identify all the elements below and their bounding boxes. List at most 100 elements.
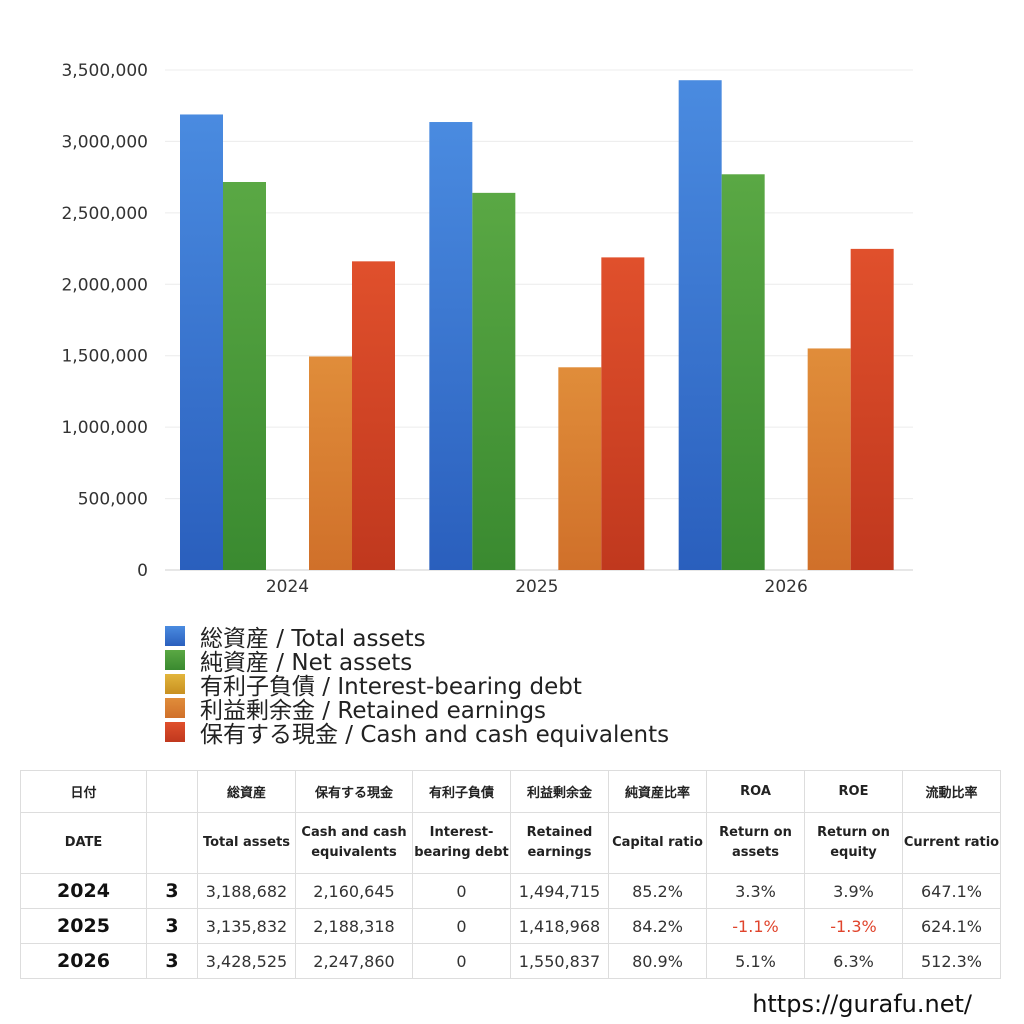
- header-cell-ja: 有利子負債: [412, 770, 511, 813]
- header-cell-en: Total assets: [197, 812, 296, 874]
- cell-debt: 0: [412, 873, 511, 909]
- header-cell-ja: 総資産: [197, 770, 296, 813]
- y-tick-label: 1,500,000: [61, 347, 148, 367]
- cell-current-ratio: 647.1%: [902, 873, 1001, 909]
- header-cell-en: Capital ratio: [608, 812, 707, 874]
- legend-item: 純資産 / Net assets: [165, 648, 669, 676]
- bar-2024-series-0: [180, 114, 223, 570]
- grid-lines: [165, 69, 913, 571]
- cell-retained: 1,494,715: [510, 873, 609, 909]
- cell-roe: 3.9%: [804, 873, 903, 909]
- legend-swatch: [165, 674, 185, 694]
- legend-item: 保有する現金 / Cash and cash equivalents: [165, 720, 669, 748]
- header-cell-en: Return on assets: [706, 812, 805, 874]
- cell-total-assets: 3,188,682: [197, 873, 296, 909]
- cell-total-assets: 3,135,832: [197, 908, 296, 944]
- bar-2026-series-1: [721, 174, 765, 571]
- cell-month: 3: [146, 908, 198, 944]
- cell-debt: 0: [412, 943, 511, 979]
- header-cell-en: Interest-bearing debt: [412, 812, 511, 874]
- header-cell-ja: ROA: [706, 770, 805, 813]
- legend: 総資産 / Total assets 純資産 / Net assets 有利子負債 …: [165, 624, 669, 748]
- financial-data-table: 日付 総資産 保有する現金 有利子負債 利益剰余金 純資産比率 ROA ROE 流動比率 DAT…: [20, 770, 1001, 979]
- cell-roa: -1.1%: [706, 908, 805, 944]
- bar-2024-series-4: [352, 261, 395, 570]
- bar-chart: 0 500,000 1,000,000 1,500,000 2,000,000 2,500…: [61, 61, 913, 597]
- cell-capital-ratio: 84.2%: [608, 908, 707, 944]
- legend-label: 利益剰余金 / Retained earnings: [200, 698, 547, 724]
- cell-roe: 6.3%: [804, 943, 903, 979]
- legend-label: 有利子負債 / Interest-bearing debt: [200, 674, 582, 700]
- legend-label: 総資産 / Total assets: [200, 626, 426, 652]
- cell-cash: 2,188,318: [295, 908, 413, 944]
- legend-label: 保有する現金 / Cash and cash equivalents: [200, 722, 670, 748]
- cell-month: 3: [146, 943, 198, 979]
- header-cell-en: Cash and cash equivalents: [295, 812, 413, 874]
- x-tick-label: 2026: [765, 577, 808, 597]
- table-row: 2026 3 3,428,525 2,247,860 0 1,550,837 80.9% 5.…: [20, 943, 1001, 979]
- cell-total-assets: 3,428,525: [197, 943, 296, 979]
- legend-swatch: [165, 650, 185, 670]
- y-tick-label: 2,500,000: [61, 204, 148, 224]
- x-tick-label: 2024: [266, 577, 309, 597]
- bar-2026-series-0: [678, 80, 722, 570]
- cell-current-ratio: 512.3%: [902, 943, 1001, 979]
- bar-2025-series-1: [472, 192, 516, 570]
- y-tick-label: 500,000: [78, 490, 148, 510]
- x-axis-ticks: 2024 2025 2026: [266, 577, 808, 597]
- header-cell-ja: 保有する現金: [295, 770, 413, 813]
- cell-retained: 1,550,837: [510, 943, 609, 979]
- bar-2026-series-4: [850, 248, 894, 570]
- y-tick-label: 1,000,000: [61, 418, 148, 438]
- legend-swatch: [165, 626, 185, 646]
- cell-cash: 2,247,860: [295, 943, 413, 979]
- table-row: 2025 3 3,135,832 2,188,318 0 1,418,968 84.2% -1…: [20, 908, 1001, 944]
- header-cell-ja: 日付: [20, 770, 147, 813]
- table-header-english: DATE Total assets Cash and cash equivalent…: [20, 812, 1001, 874]
- y-tick-label: 0: [137, 561, 148, 581]
- legend-label: 純資産 / Net assets: [200, 650, 413, 676]
- cell-year: 2026: [20, 943, 147, 979]
- cell-roa: 5.1%: [706, 943, 805, 979]
- y-axis-ticks: 0 500,000 1,000,000 1,500,000 2,000,000 2,500…: [61, 61, 148, 581]
- y-tick-label: 3,000,000: [61, 132, 148, 152]
- bar-2025-series-4: [601, 257, 645, 570]
- cell-retained: 1,418,968: [510, 908, 609, 944]
- bars: [180, 80, 894, 571]
- cell-year: 2025: [20, 908, 147, 944]
- table-row: 2024 3 3,188,682 2,160,645 0 1,494,715 85.2% 3.…: [20, 873, 1001, 909]
- header-cell-ja: [146, 770, 198, 813]
- cell-roe: -1.3%: [804, 908, 903, 944]
- y-tick-label: 2,000,000: [61, 275, 148, 295]
- cell-debt: 0: [412, 908, 511, 944]
- table-header-japanese: 日付 総資産 保有する現金 有利子負債 利益剰余金 純資産比率 ROA ROE 流動比率: [20, 770, 1001, 813]
- header-cell-ja: 純資産比率: [608, 770, 707, 813]
- bar-2026-series-3: [807, 348, 851, 570]
- bar-2024-series-1: [223, 182, 266, 570]
- bar-2025-series-3: [558, 367, 602, 570]
- legend-swatch: [165, 698, 185, 718]
- cell-year: 2024: [20, 873, 147, 909]
- cell-current-ratio: 624.1%: [902, 908, 1001, 944]
- header-cell-ja: 流動比率: [902, 770, 1001, 813]
- header-cell-en: DATE: [20, 812, 147, 874]
- cell-roa: 3.3%: [706, 873, 805, 909]
- legend-item: 有利子負債 / Interest-bearing debt: [165, 672, 669, 700]
- cell-cash: 2,160,645: [295, 873, 413, 909]
- bar-2025-series-0: [429, 122, 473, 571]
- legend-item: 総資産 / Total assets: [165, 624, 669, 652]
- cell-capital-ratio: 80.9%: [608, 943, 707, 979]
- cell-capital-ratio: 85.2%: [608, 873, 707, 909]
- header-cell-ja: ROE: [804, 770, 903, 813]
- site-url: https://gurafu.net/: [752, 990, 972, 1018]
- header-cell-en: Retained earnings: [510, 812, 609, 874]
- x-tick-label: 2025: [515, 577, 558, 597]
- header-cell-en: Current ratio: [902, 812, 1001, 874]
- legend-swatch: [165, 722, 185, 742]
- header-cell-en: Return on equity: [804, 812, 903, 874]
- legend-item: 利益剰余金 / Retained earnings: [165, 696, 669, 724]
- header-cell-en: [146, 812, 198, 874]
- header-cell-ja: 利益剰余金: [510, 770, 609, 813]
- cell-month: 3: [146, 873, 198, 909]
- y-tick-label: 3,500,000: [61, 61, 148, 81]
